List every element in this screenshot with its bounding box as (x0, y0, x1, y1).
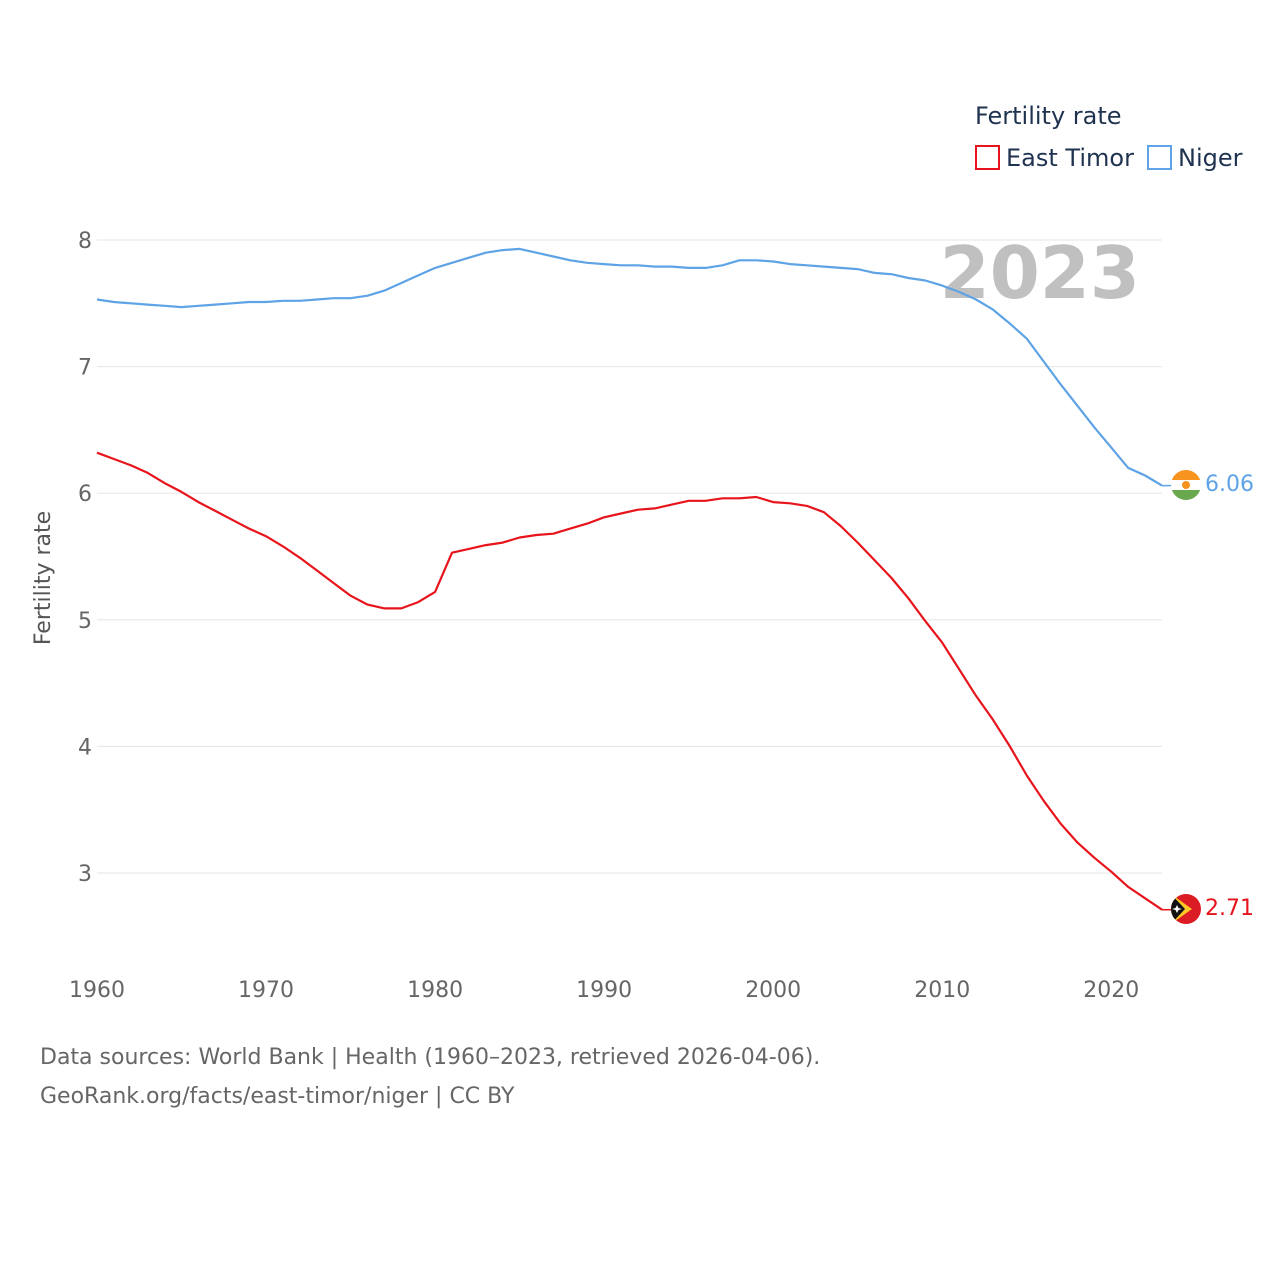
series-lines (96, 247, 1172, 911)
y-tick-label-5: 5 (78, 609, 92, 634)
source-line-2: GeoRank.org/facts/east-timor/niger | CC … (40, 1084, 515, 1109)
x-tick-label-1990: 1990 (576, 978, 632, 1003)
legend-item-niger[interactable]: Niger (1147, 144, 1243, 172)
series-line-east-timor[interactable] (96, 451, 1163, 911)
legend-item-east-timor[interactable]: East Timor (975, 144, 1134, 172)
x-tick-label-2020: 2020 (1083, 978, 1139, 1003)
y-tick-label-3: 3 (78, 862, 92, 887)
niger-flag-icon (1171, 470, 1201, 500)
y-tick-label-8: 8 (78, 229, 92, 254)
source-line-1: Data sources: World Bank | Health (1960–… (40, 1045, 821, 1070)
y-tick-label-6: 6 (78, 482, 92, 507)
grid-lines (97, 239, 1162, 874)
fertility-chart: 3 4 5 6 7 8 1960 1970 1980 1990 2000 2010 2020 Fert… (31, 102, 1254, 1003)
x-axis-ticks: 1960 1970 1980 1990 2000 2010 2020 (69, 978, 1139, 1003)
legend-swatch-east-timor (975, 145, 1000, 170)
x-tick-label-1960: 1960 (69, 978, 125, 1003)
east-timor-flag-icon (1171, 894, 1201, 924)
x-tick-label-2010: 2010 (914, 978, 970, 1003)
x-tick-label-1970: 1970 (238, 978, 294, 1003)
current-year-label: 2023 (940, 231, 1140, 315)
series-line-niger[interactable] (96, 247, 1163, 487)
y-axis-ticks: 3 4 5 6 7 8 (78, 229, 92, 887)
end-label-niger: 6.06 (1205, 472, 1254, 497)
y-tick-label-7: 7 (78, 356, 92, 381)
legend-title: Fertility rate (975, 102, 1122, 130)
y-tick-label-4: 4 (78, 735, 92, 760)
legend-swatch-niger (1147, 145, 1172, 170)
x-tick-label-2000: 2000 (745, 978, 801, 1003)
legend-label-east-timor: East Timor (1006, 144, 1134, 172)
end-label-east-timor: 2.71 (1205, 896, 1254, 921)
y-axis-title: Fertility rate (31, 511, 56, 645)
legend-label-niger: Niger (1178, 144, 1243, 172)
x-tick-label-1980: 1980 (407, 978, 463, 1003)
